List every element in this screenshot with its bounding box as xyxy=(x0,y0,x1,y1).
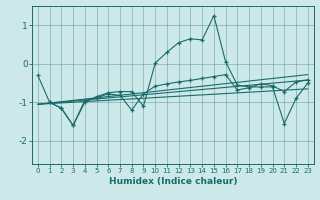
X-axis label: Humidex (Indice chaleur): Humidex (Indice chaleur) xyxy=(108,177,237,186)
